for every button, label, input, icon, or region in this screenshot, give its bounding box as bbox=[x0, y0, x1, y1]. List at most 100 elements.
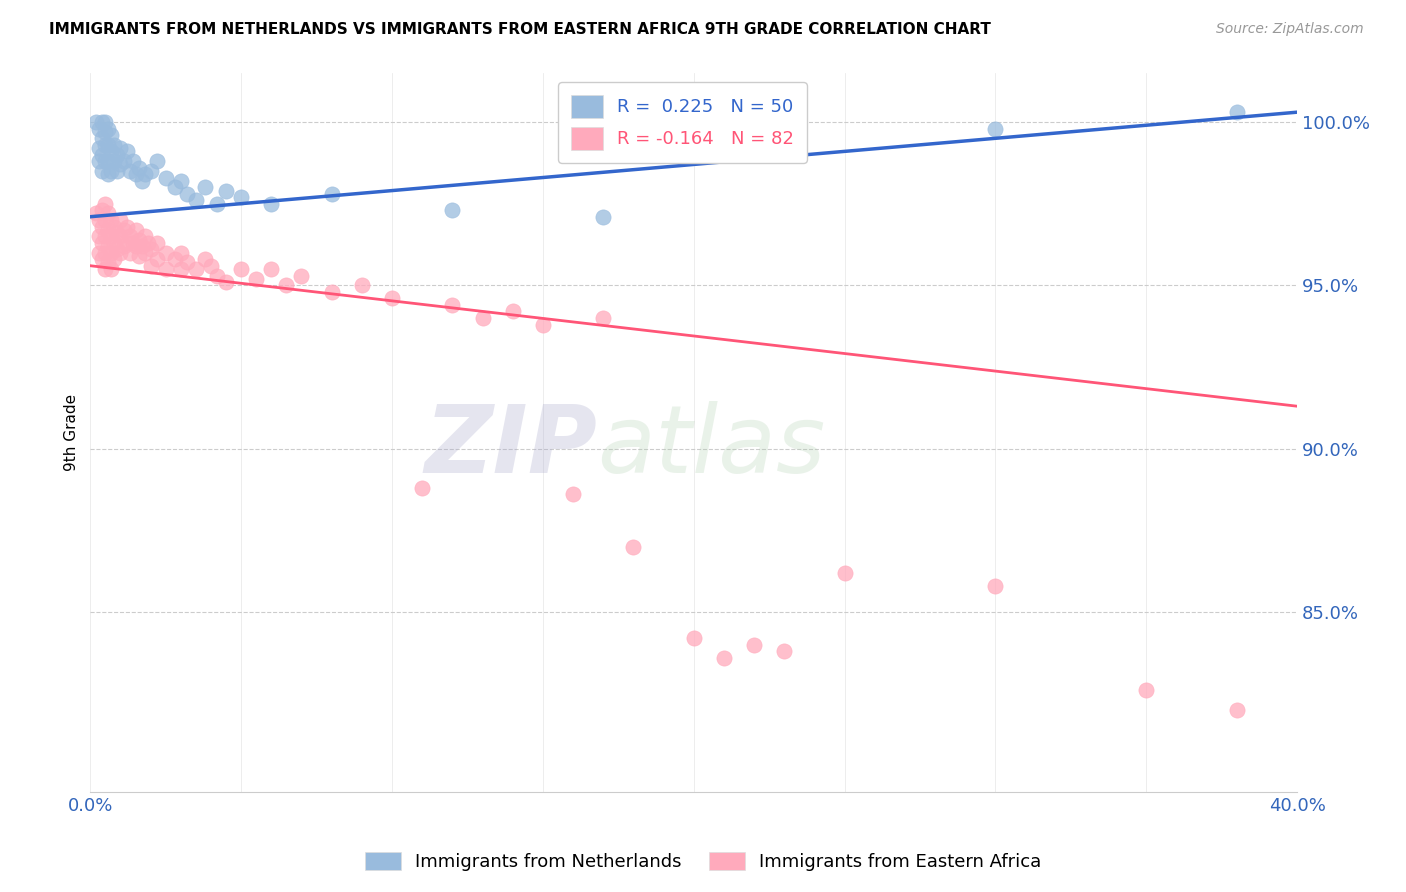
Point bbox=[115, 235, 138, 250]
Point bbox=[170, 245, 193, 260]
Point bbox=[682, 631, 704, 645]
Point bbox=[170, 262, 193, 277]
Point bbox=[231, 262, 253, 277]
Point bbox=[91, 203, 114, 218]
Point bbox=[124, 223, 146, 237]
Point bbox=[184, 262, 207, 277]
Point bbox=[94, 213, 117, 227]
Point bbox=[103, 235, 125, 250]
Point bbox=[94, 196, 117, 211]
Point bbox=[194, 252, 217, 267]
Point bbox=[231, 190, 253, 204]
Point bbox=[1226, 105, 1249, 120]
Point bbox=[103, 219, 125, 234]
Point bbox=[350, 278, 373, 293]
Point bbox=[97, 137, 120, 152]
Point bbox=[110, 213, 132, 227]
Point bbox=[145, 154, 167, 169]
Point bbox=[91, 164, 114, 178]
Point bbox=[97, 167, 120, 181]
Point bbox=[170, 174, 193, 188]
Point bbox=[100, 145, 122, 159]
Point bbox=[592, 210, 614, 224]
Point bbox=[411, 481, 433, 495]
Point bbox=[194, 180, 217, 194]
Point bbox=[112, 154, 135, 169]
Point bbox=[131, 174, 153, 188]
Point bbox=[134, 245, 156, 260]
Point bbox=[128, 233, 150, 247]
Point bbox=[118, 245, 141, 260]
Point bbox=[134, 229, 156, 244]
Point bbox=[290, 268, 312, 283]
Point bbox=[441, 203, 464, 218]
Point bbox=[115, 219, 138, 234]
Point bbox=[200, 259, 222, 273]
Point bbox=[110, 245, 132, 260]
Point bbox=[89, 154, 111, 169]
Text: atlas: atlas bbox=[598, 401, 825, 492]
Legend: Immigrants from Netherlands, Immigrants from Eastern Africa: Immigrants from Netherlands, Immigrants … bbox=[357, 845, 1049, 879]
Text: Source: ZipAtlas.com: Source: ZipAtlas.com bbox=[1216, 22, 1364, 37]
Point bbox=[184, 194, 207, 208]
Point bbox=[94, 245, 117, 260]
Point bbox=[103, 252, 125, 267]
Point bbox=[205, 196, 228, 211]
Point bbox=[89, 213, 111, 227]
Point bbox=[1135, 683, 1157, 698]
Point bbox=[131, 239, 153, 253]
Point bbox=[86, 115, 108, 129]
Point bbox=[107, 147, 129, 161]
Point bbox=[118, 164, 141, 178]
Point bbox=[107, 164, 129, 178]
Point bbox=[121, 154, 143, 169]
Point bbox=[112, 223, 135, 237]
Point bbox=[215, 275, 238, 289]
Point bbox=[107, 226, 129, 240]
Point bbox=[176, 255, 198, 269]
Point bbox=[245, 272, 267, 286]
Point bbox=[145, 235, 167, 250]
Point bbox=[984, 121, 1007, 136]
Point bbox=[97, 121, 120, 136]
Point bbox=[381, 292, 404, 306]
Point bbox=[107, 243, 129, 257]
Point bbox=[91, 252, 114, 267]
Point bbox=[713, 650, 735, 665]
Point bbox=[91, 219, 114, 234]
Point bbox=[139, 243, 162, 257]
Point bbox=[110, 141, 132, 155]
Point bbox=[155, 245, 177, 260]
Point bbox=[97, 255, 120, 269]
Point bbox=[163, 252, 186, 267]
Point bbox=[94, 115, 117, 129]
Point bbox=[1226, 703, 1249, 717]
Point bbox=[984, 579, 1007, 593]
Point bbox=[139, 164, 162, 178]
Point bbox=[100, 245, 122, 260]
Text: IMMIGRANTS FROM NETHERLANDS VS IMMIGRANTS FROM EASTERN AFRICA 9TH GRADE CORRELAT: IMMIGRANTS FROM NETHERLANDS VS IMMIGRANT… bbox=[49, 22, 991, 37]
Point bbox=[155, 262, 177, 277]
Point bbox=[97, 223, 120, 237]
Point bbox=[773, 644, 796, 658]
Point bbox=[215, 184, 238, 198]
Point bbox=[155, 170, 177, 185]
Point bbox=[100, 213, 122, 227]
Point bbox=[321, 285, 343, 299]
Point bbox=[321, 186, 343, 201]
Point bbox=[531, 318, 554, 332]
Point bbox=[89, 121, 111, 136]
Point bbox=[86, 206, 108, 220]
Point bbox=[260, 196, 283, 211]
Point bbox=[110, 229, 132, 244]
Point bbox=[110, 157, 132, 171]
Point bbox=[260, 262, 283, 277]
Point bbox=[471, 310, 494, 325]
Point bbox=[94, 229, 117, 244]
Point bbox=[502, 304, 524, 318]
Point bbox=[562, 487, 585, 501]
Point bbox=[276, 278, 298, 293]
Point bbox=[136, 235, 159, 250]
Point bbox=[621, 540, 644, 554]
Point bbox=[592, 310, 614, 325]
